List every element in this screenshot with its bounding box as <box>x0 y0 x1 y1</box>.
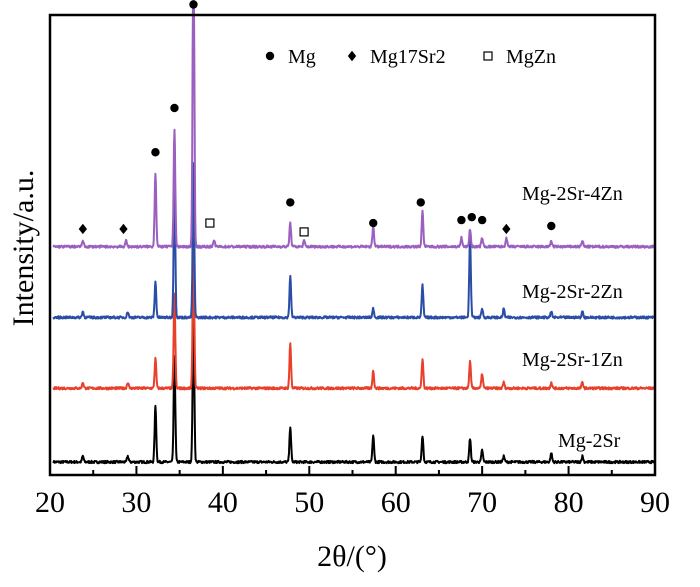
peak-marker-circle <box>416 198 425 207</box>
series-label: Mg-2Sr-1Zn <box>522 349 623 371</box>
peak-marker-circle <box>286 198 295 207</box>
legend: Mg Mg17Sr2 MgZn <box>265 46 556 68</box>
series-label: Mg-2Sr <box>558 430 621 452</box>
peak-marker-circle <box>477 215 487 225</box>
legend-marker-circle <box>265 51 275 61</box>
x-tick-label: 70 <box>467 486 497 519</box>
legend-label: MgZn <box>506 46 556 68</box>
legend-entry: Mg <box>265 46 316 68</box>
peak-marker-circle <box>189 0 198 9</box>
peak-marker-circle <box>547 221 556 231</box>
legend-label: Mg <box>288 46 316 68</box>
peak-marker-square-open <box>205 218 215 228</box>
legend-entry: Mg17Sr2 <box>347 46 446 68</box>
tick-layer: 20 30 40 50 60 70 80 90 <box>35 466 670 519</box>
peak-marker-circle <box>467 212 476 222</box>
legend-label: Mg17Sr2 <box>370 46 446 68</box>
y-axis-label: Intensity/a.u. <box>7 170 40 327</box>
legend-entry: MgZn <box>483 46 556 68</box>
legend-marker-square-open <box>483 51 493 61</box>
x-tick-label: 90 <box>640 486 670 519</box>
series-line-mg-2sr <box>52 306 655 465</box>
legend-marker-diamond <box>347 50 357 62</box>
x-tick-label: 20 <box>35 486 65 519</box>
series-line-mg-2sr-1zn <box>52 239 656 391</box>
peak-marker-circle <box>457 215 466 225</box>
peak-marker-circle <box>170 103 179 113</box>
peak-marker-circle <box>151 148 160 157</box>
x-tick-label: 80 <box>554 486 584 519</box>
series-layer <box>52 0 656 465</box>
series-line-mg-2sr-4zn <box>52 0 656 249</box>
series-label-layer: Mg-2Sr Mg-2Sr-1Zn Mg-2Sr-2Zn Mg-2Sr-4Zn <box>522 183 623 452</box>
x-tick-label: 40 <box>208 486 238 519</box>
series-line-mg-2sr-2zn <box>52 162 655 320</box>
marker-layer <box>78 0 556 237</box>
x-axis-label: 2θ/(°) <box>317 540 387 573</box>
peak-marker-diamond <box>502 223 511 235</box>
peak-marker-square-open <box>299 227 309 237</box>
peak-marker-diamond <box>78 223 88 235</box>
x-tick-label: 30 <box>121 486 151 519</box>
x-tick-label: 50 <box>294 486 324 519</box>
peak-marker-diamond <box>119 223 128 235</box>
series-label: Mg-2Sr-2Zn <box>522 281 623 303</box>
series-label: Mg-2Sr-4Zn <box>522 183 623 205</box>
peak-marker-circle <box>369 218 378 228</box>
x-tick-label: 60 <box>381 486 411 519</box>
